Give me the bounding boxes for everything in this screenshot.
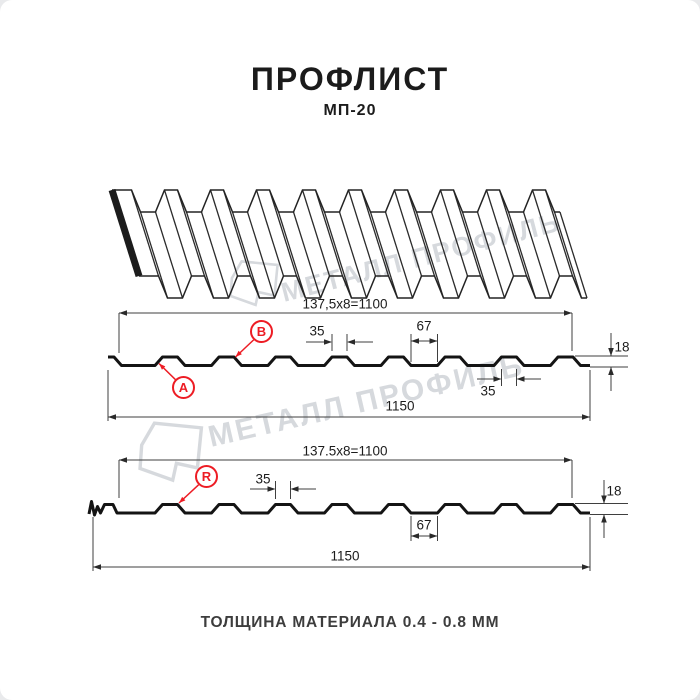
dim-rib-top-width-2: 35 bbox=[255, 471, 271, 487]
marker-side-a: A bbox=[172, 376, 195, 399]
dim-working-width-top: 137,5x8=1100 bbox=[302, 296, 388, 312]
dim-profile-height-2: 18 bbox=[606, 483, 622, 499]
product-code: МП-20 bbox=[323, 102, 377, 119]
linework-layer bbox=[87, 188, 628, 571]
dim-profile-height-1: 18 bbox=[614, 339, 630, 355]
dim-valley-width-1: 67 bbox=[416, 318, 432, 334]
dim-full-width-1: 1150 bbox=[385, 398, 415, 414]
dim-rib-top-width-1: 35 bbox=[309, 323, 325, 339]
brand-logo-outline bbox=[138, 421, 204, 483]
dim-valley-width-2: 67 bbox=[416, 517, 432, 533]
marker-side-r: R bbox=[195, 465, 218, 488]
page-title: ПРОФЛИСТ bbox=[250, 61, 450, 97]
marker-side-b: B bbox=[250, 320, 273, 343]
material-thickness-note: ТОЛЩИНА МАТЕРИАЛА 0.4 - 0.8 ММ bbox=[200, 614, 500, 631]
dim-rib-bottom-width-1: 35 bbox=[480, 383, 496, 399]
dim-working-width-bottom: 137.5x8=1100 bbox=[302, 443, 388, 459]
dim-full-width-2: 1150 bbox=[330, 548, 360, 564]
